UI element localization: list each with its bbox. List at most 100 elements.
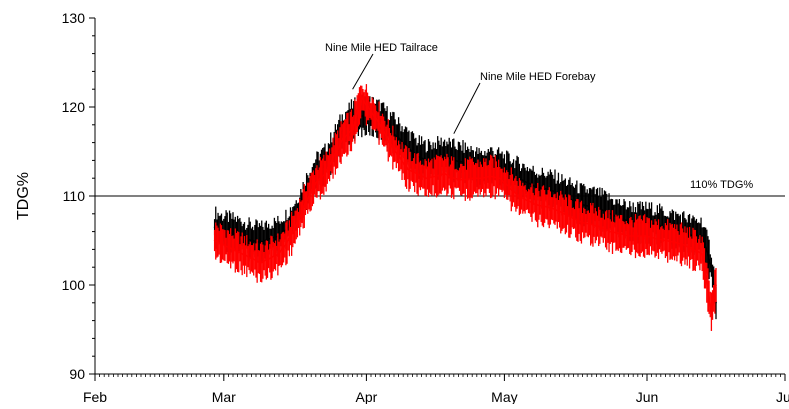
- series-1-point-44: [618, 232, 621, 235]
- series-1-point-12: [324, 172, 326, 175]
- annotation-layer: Nine Mile HED Tailrace Nine Mile HED Fore…: [325, 42, 596, 134]
- series-1-point-6: [269, 257, 271, 260]
- series-1-point-38: [563, 213, 565, 215]
- y-axis-title: TDG%: [15, 172, 32, 220]
- series-1-point-46: [637, 235, 639, 237]
- series-0-point-20: [397, 137, 400, 139]
- series-1-point-14: [342, 137, 345, 139]
- series-1-point-27: [462, 179, 464, 181]
- series-1-point-49: [664, 239, 667, 242]
- series-0-point-25: [443, 155, 446, 157]
- axis-layer: 90 100 110 120 130 Feb Mar Apr May Jun Jul TDG%: [15, 10, 789, 405]
- series-1-point-42: [600, 226, 602, 228]
- series-1-point-4: [250, 257, 253, 260]
- series-0-point-8: [287, 226, 290, 228]
- series-0-point-45: [627, 220, 630, 222]
- series-1-point-22: [416, 172, 418, 175]
- series-1-point-11: [315, 181, 317, 184]
- series-1-point-0: [213, 239, 216, 242]
- series-1-point-43: [609, 230, 611, 233]
- series-0-point-34: [526, 181, 529, 184]
- series-1-point-34: [526, 199, 529, 202]
- series-0-point-16: [361, 115, 363, 117]
- series-1-point-51: [683, 244, 685, 246]
- series-0-point-37: [554, 190, 556, 193]
- series-1-point-37: [554, 208, 556, 211]
- series-1-point-16: [361, 97, 363, 99]
- series-1-point-15: [351, 128, 354, 131]
- series-1-point-30: [489, 175, 492, 178]
- series-1-point-17: [370, 110, 372, 113]
- series-1-point-36: [545, 205, 547, 208]
- series-0-point-0: [213, 226, 216, 228]
- series-1-point-55: [715, 284, 717, 286]
- series-1-point-21: [407, 168, 409, 171]
- series-0-point-24: [434, 157, 437, 160]
- series-0-point-39: [572, 199, 575, 202]
- series-1-point-13: [333, 155, 336, 157]
- series-1-point-40: [581, 221, 584, 224]
- x-tick-label-2: Apr: [356, 389, 378, 404]
- series-1-point-53: [701, 253, 703, 255]
- series-1: [213, 84, 717, 331]
- series-1-point-5: [259, 261, 262, 264]
- series-1-point-3: [241, 253, 243, 255]
- series-1-point-23: [425, 177, 428, 179]
- annotation-label-0: Nine Mile HED Tailrace: [325, 42, 438, 54]
- series-line-1: [214, 96, 717, 312]
- y-tick-label-4: 130: [62, 10, 86, 26]
- series-1-point-32: [508, 186, 510, 188]
- series-0-point-43: [609, 213, 611, 215]
- series-1-point-41: [591, 223, 593, 226]
- series-1-point-35: [535, 204, 538, 206]
- series-1-point-2: [232, 248, 234, 251]
- series-1-point-54: [710, 310, 713, 313]
- series-0-point-51: [683, 230, 685, 233]
- x-tick-label-3: May: [491, 389, 517, 404]
- series-1-point-8: [287, 239, 290, 242]
- series-0-point-27: [462, 161, 464, 163]
- series-1-point-52: [692, 248, 694, 251]
- series-1-point-20: [397, 155, 400, 157]
- plot-area: 110% TDG%: [95, 179, 785, 197]
- series-1-point-39: [572, 217, 575, 220]
- series-0-point-55: [715, 302, 717, 304]
- annotation-leader-0: [352, 53, 374, 90]
- series-0-point-21: [407, 146, 409, 148]
- series-1-point-45: [627, 235, 630, 237]
- y-tick-label-1: 100: [62, 277, 86, 293]
- series-1-point-7: [278, 253, 280, 255]
- series-0-point-35: [535, 186, 538, 188]
- series-layer: [213, 84, 717, 331]
- series-1-point-28: [471, 177, 474, 179]
- series-1-point-29: [480, 177, 483, 179]
- series-0-point-38: [563, 195, 565, 197]
- x-tick-label-4: Jun: [636, 389, 659, 404]
- series-0-point-7: [278, 235, 280, 237]
- annotation-leader-1: [453, 82, 481, 134]
- x-tick-label-1: Mar: [212, 389, 236, 404]
- series-0-point-4: [250, 239, 253, 242]
- series-0-point-54: [710, 266, 713, 269]
- series-0-point-40: [581, 204, 584, 206]
- series-1-point-33: [517, 195, 519, 197]
- series-0-point-53: [701, 235, 703, 237]
- series-1-point-10: [305, 199, 308, 202]
- series-1-point-26: [453, 177, 455, 179]
- series-1-point-1: [223, 244, 225, 246]
- x-tick-label-0: Feb: [83, 389, 107, 404]
- reference-line-label-0: 110% TDG%: [690, 179, 753, 191]
- series-0-point-5: [259, 241, 262, 244]
- series-1-point-9: [296, 221, 299, 224]
- series-0: [213, 94, 717, 320]
- series-1-point-19: [388, 141, 391, 144]
- x-tick-label-5: Jul: [776, 389, 789, 404]
- series-0-point-2: [232, 232, 234, 235]
- series-0-point-36: [545, 188, 547, 190]
- y-tick-label-2: 110: [63, 188, 86, 204]
- series-0-point-42: [600, 208, 602, 211]
- y-tick-label-3: 120: [62, 99, 86, 115]
- series-1-point-31: [499, 177, 501, 179]
